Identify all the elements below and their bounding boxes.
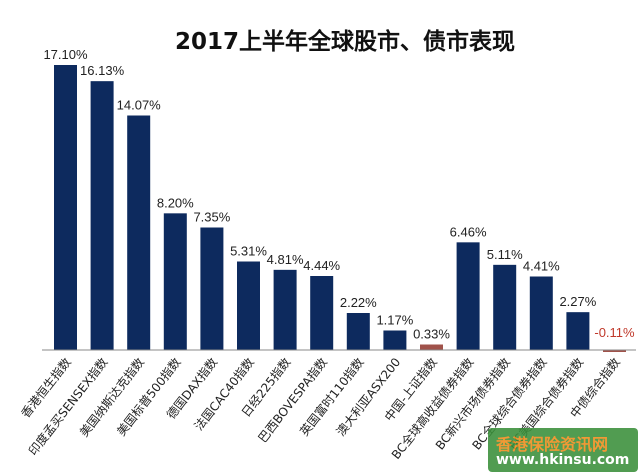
value-label-6: 5.31% bbox=[230, 244, 267, 259]
bar-7 bbox=[273, 269, 297, 350]
value-label-7: 4.81% bbox=[267, 252, 304, 267]
value-label-16: -0.11% bbox=[594, 325, 635, 340]
value-label-11: 0.33% bbox=[413, 327, 450, 342]
value-label-15: 2.27% bbox=[559, 294, 596, 309]
bar-14 bbox=[529, 276, 553, 350]
bar-9 bbox=[346, 313, 370, 350]
bar-4 bbox=[163, 213, 187, 350]
value-label-1: 17.10% bbox=[43, 47, 88, 62]
bar-10 bbox=[383, 330, 407, 350]
value-label-14: 4.41% bbox=[523, 259, 560, 274]
bar-6 bbox=[237, 261, 260, 350]
value-label-2: 16.13% bbox=[80, 63, 125, 78]
bar-12 bbox=[456, 242, 480, 350]
category-label-3: 美国纳斯达克指数 bbox=[76, 355, 147, 440]
value-label-8: 4.44% bbox=[303, 258, 340, 273]
bar-2 bbox=[90, 81, 114, 351]
bar-13 bbox=[493, 264, 517, 350]
chart-title: 2017上半年全球股市、债市表现 bbox=[175, 28, 515, 55]
value-label-4: 8.20% bbox=[157, 195, 194, 210]
bar-8 bbox=[310, 276, 334, 350]
category-label-9: 英国富时110指数 bbox=[296, 355, 366, 439]
bar-1 bbox=[54, 65, 77, 350]
watermark-url: www.hkinsu.com bbox=[496, 452, 630, 468]
category-label-8: 巴西BOVESPA指数 bbox=[255, 355, 330, 446]
bar-11 bbox=[420, 344, 443, 350]
value-label-5: 7.35% bbox=[193, 210, 230, 225]
category-label-10: 澳大利亚ASX200 bbox=[334, 355, 403, 438]
watermark-site-name: 香港保险资讯网 bbox=[496, 435, 609, 454]
value-label-13: 5.11% bbox=[487, 247, 523, 262]
value-label-12: 6.46% bbox=[450, 224, 487, 239]
bar-3 bbox=[127, 115, 151, 350]
value-label-10: 1.17% bbox=[376, 313, 413, 328]
category-label-4: 美国标普500指数 bbox=[113, 355, 183, 439]
value-label-3: 14.07% bbox=[117, 98, 162, 113]
bar-15 bbox=[566, 312, 590, 350]
value-label-9: 2.22% bbox=[340, 295, 377, 310]
bar-5 bbox=[200, 227, 224, 350]
watermark: 香港保险资讯网 www.hkinsu.com bbox=[488, 428, 638, 472]
bar-16 bbox=[603, 350, 626, 352]
